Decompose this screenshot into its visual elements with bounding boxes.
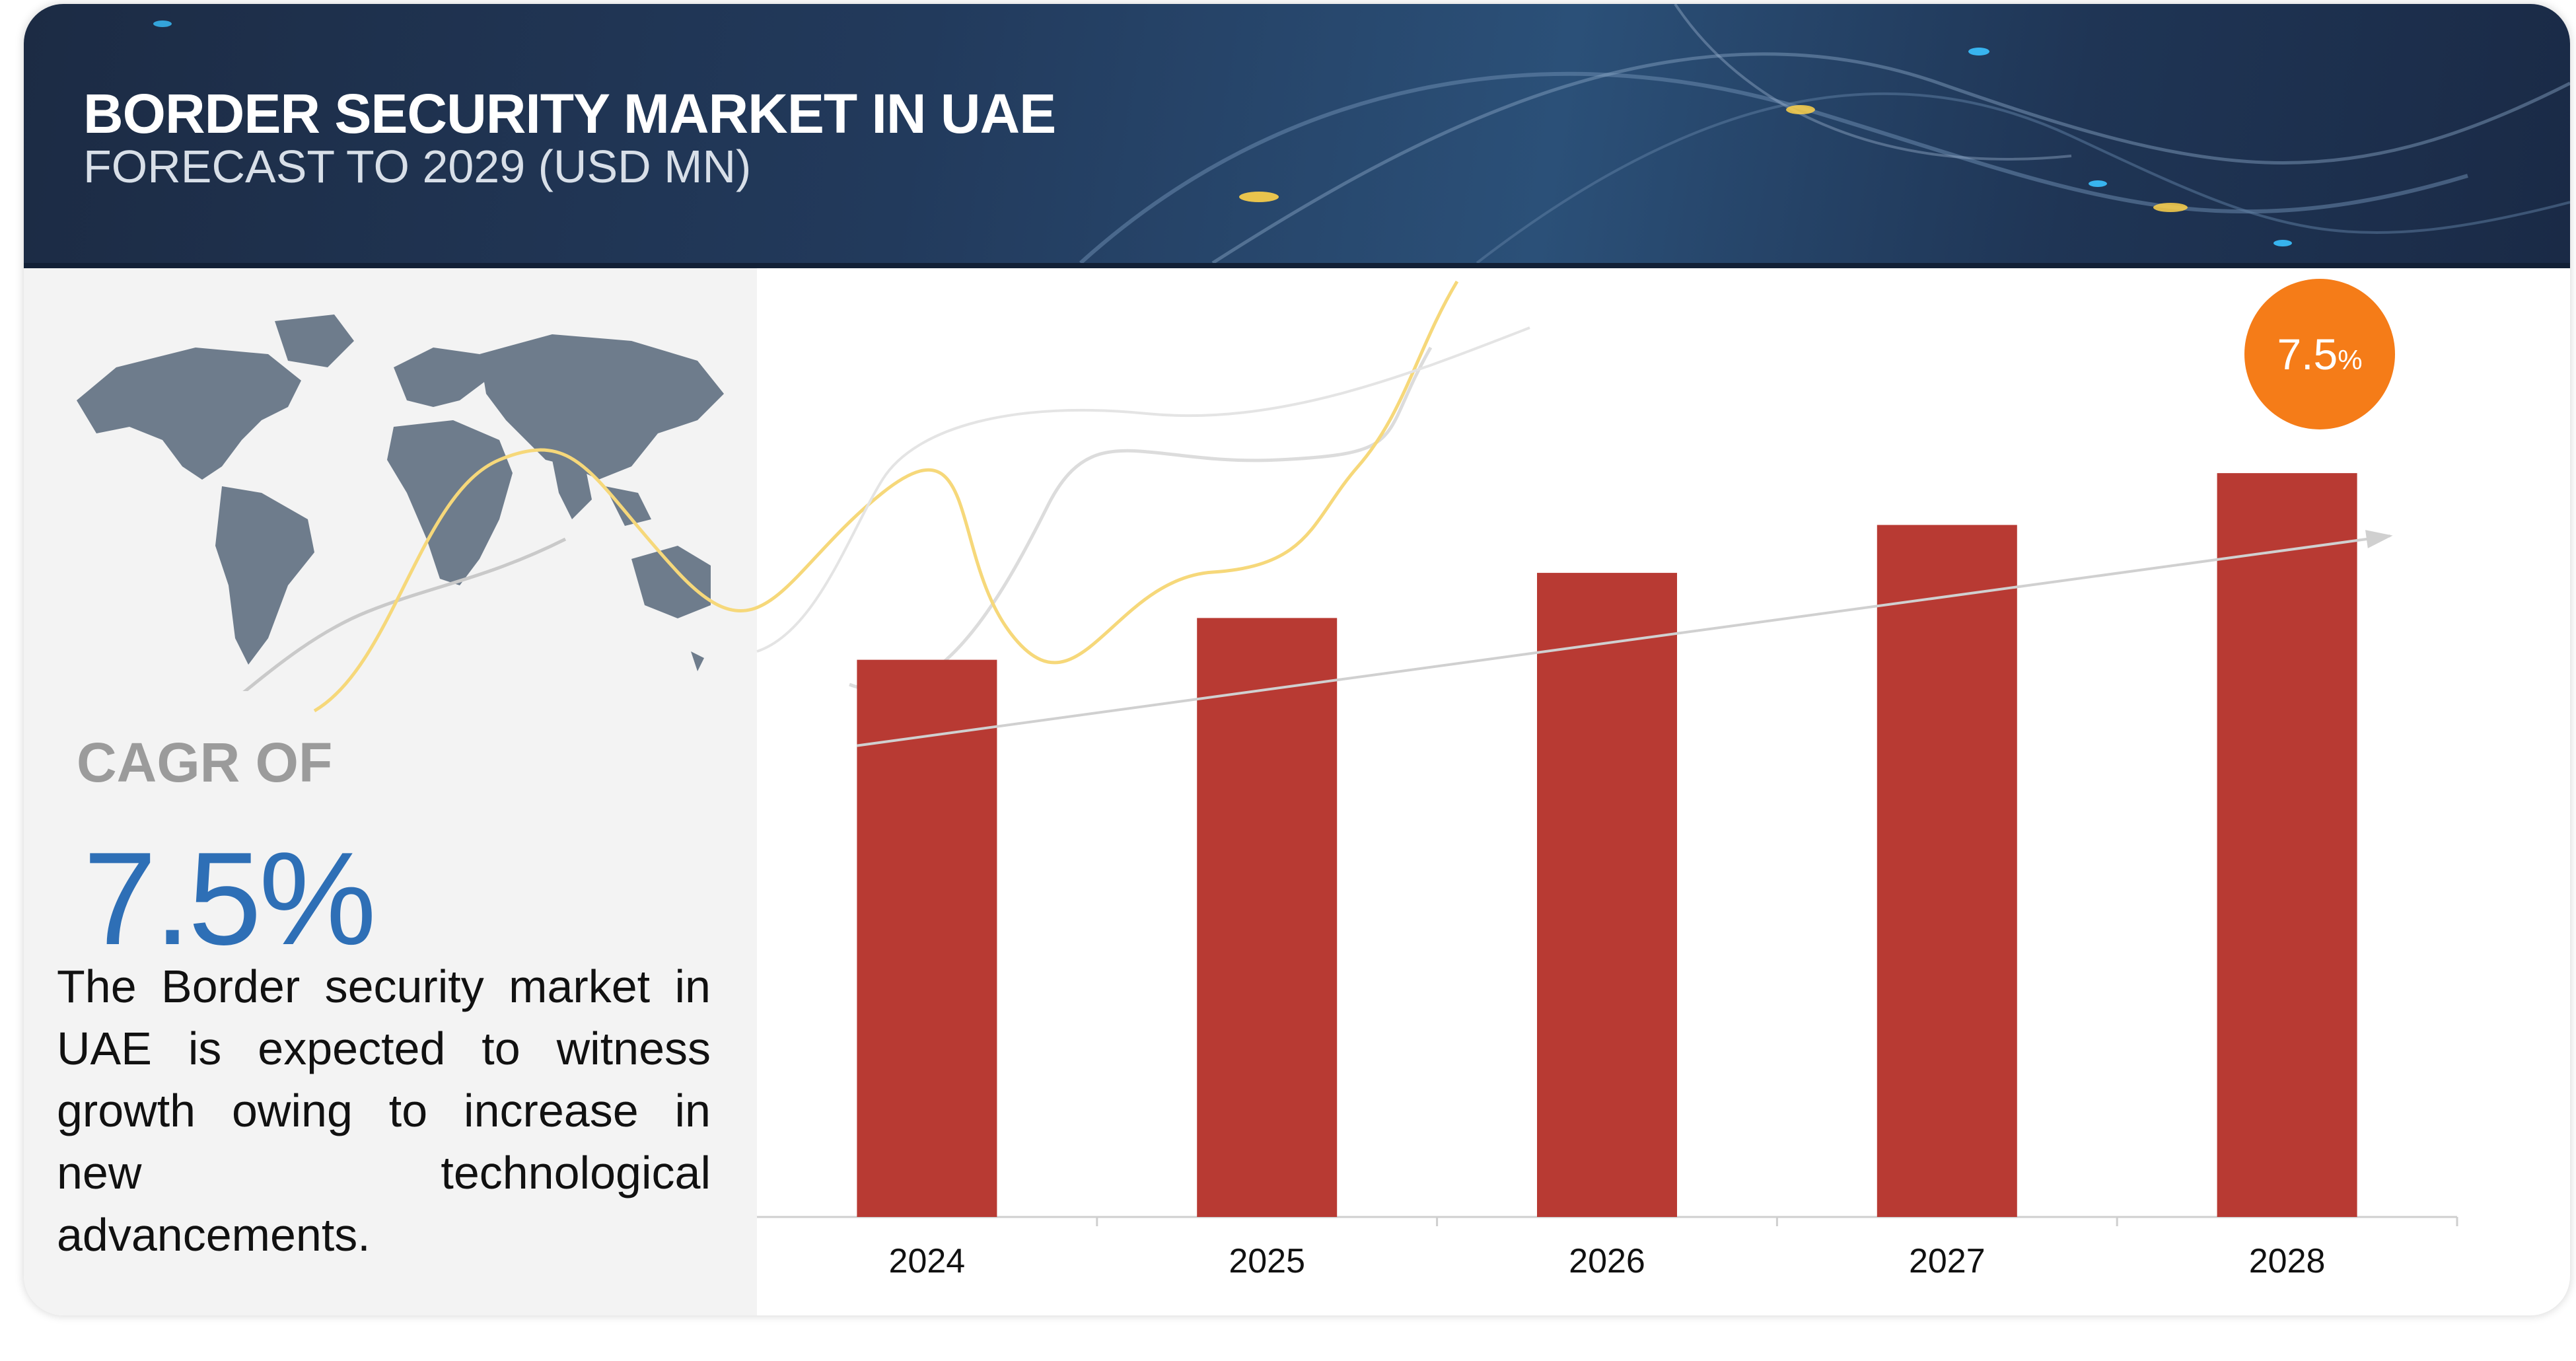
header-banner: BORDER SECURITY MARKET IN UAE FORECAST T… xyxy=(24,4,2570,268)
bar-2027 xyxy=(1877,525,2017,1217)
bar-chart: 2024 2025 2026 2027 2028 xyxy=(313,280,2458,1280)
market-description: The Border security market in UAE is exp… xyxy=(57,961,711,1261)
page-subtitle: FORECAST TO 2029 (USD MN) xyxy=(83,141,752,192)
badge-unit: % xyxy=(2338,344,2363,375)
x-tick-label: 2027 xyxy=(1909,1242,1986,1280)
trend-arrow-head xyxy=(2365,530,2393,548)
bar-2026 xyxy=(1537,573,1677,1217)
world-map-icon xyxy=(77,314,724,691)
x-tick-label: 2024 xyxy=(889,1242,966,1280)
swoosh-line-yellow xyxy=(313,280,1459,713)
cagr-badge: 7.5% xyxy=(2244,279,2395,429)
bar-2028 xyxy=(2217,473,2357,1217)
page-title: BORDER SECURITY MARKET IN UAE xyxy=(83,83,1056,145)
x-tick-label: 2028 xyxy=(2249,1242,2326,1280)
cagr-value: 7.5% xyxy=(83,825,376,973)
infographic-card: BORDER SECURITY MARKET IN UAE FORECAST T… xyxy=(24,4,2570,1315)
cagr-label: CAGR OF xyxy=(77,731,333,793)
swoosh-line-light xyxy=(756,326,1530,653)
badge-value: 7.5 xyxy=(2277,330,2338,379)
bar-2025 xyxy=(1197,618,1338,1217)
summary-panel: CAGR OF 7.5% The Border security market … xyxy=(24,268,757,1315)
swoosh-line-gray xyxy=(849,346,1433,692)
x-tick-label: 2025 xyxy=(1229,1242,1305,1280)
bar-2024 xyxy=(857,659,997,1217)
fiber-optic-decoration xyxy=(153,4,2570,263)
trend-arrow-line xyxy=(857,534,2390,747)
x-tick-label: 2026 xyxy=(1569,1242,1645,1280)
